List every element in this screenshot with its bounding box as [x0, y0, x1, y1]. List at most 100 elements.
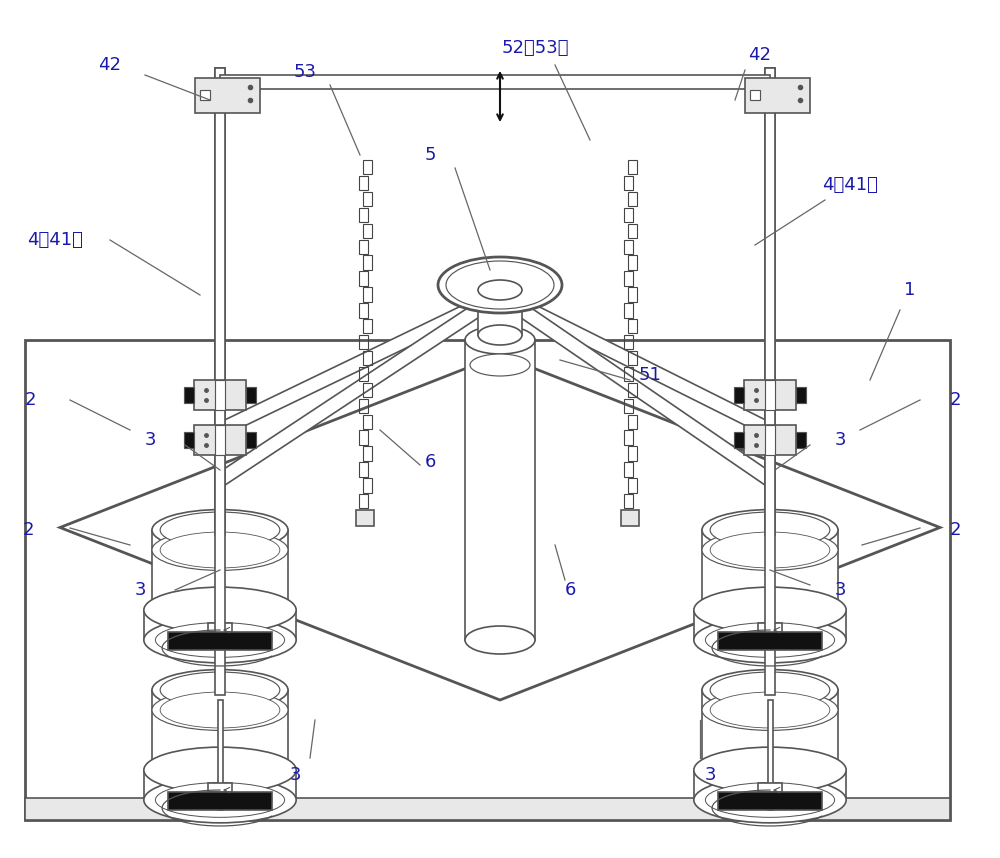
Bar [768, 700, 772, 810]
Polygon shape [465, 340, 535, 640]
Bar [358, 303, 368, 317]
Ellipse shape [694, 587, 846, 633]
Polygon shape [694, 610, 846, 640]
Ellipse shape [438, 257, 562, 313]
Bar [362, 414, 372, 429]
Bar [362, 351, 372, 366]
Ellipse shape [694, 747, 846, 793]
Polygon shape [745, 77, 810, 112]
Polygon shape [246, 387, 256, 403]
Bar [358, 462, 368, 476]
Polygon shape [200, 90, 210, 100]
Bar [624, 271, 633, 286]
Polygon shape [765, 68, 775, 695]
Bar [215, 425, 225, 455]
Polygon shape [497, 289, 773, 436]
Polygon shape [246, 432, 256, 448]
Ellipse shape [478, 325, 522, 345]
Bar [362, 160, 372, 174]
Bar [218, 700, 222, 810]
Text: 4（41）: 4（41） [27, 231, 83, 249]
Polygon shape [60, 355, 940, 700]
Text: 2: 2 [24, 391, 36, 409]
Text: 3: 3 [134, 581, 146, 599]
Bar [358, 239, 368, 254]
Polygon shape [215, 68, 225, 695]
Polygon shape [718, 632, 822, 650]
Bar [362, 256, 372, 269]
Bar [218, 540, 222, 650]
Text: 2: 2 [22, 521, 34, 539]
Bar [628, 446, 637, 461]
Ellipse shape [160, 672, 280, 708]
Polygon shape [168, 632, 272, 650]
Ellipse shape [694, 617, 846, 663]
Polygon shape [152, 530, 288, 610]
Ellipse shape [160, 532, 280, 568]
Text: 51: 51 [639, 366, 661, 384]
Bar [624, 367, 633, 381]
Text: 6: 6 [424, 453, 436, 471]
Bar [621, 510, 639, 526]
Ellipse shape [705, 782, 835, 818]
Ellipse shape [144, 747, 296, 793]
Polygon shape [758, 783, 782, 792]
Ellipse shape [152, 669, 288, 710]
Ellipse shape [705, 623, 835, 657]
Ellipse shape [465, 326, 535, 354]
Text: 6: 6 [564, 581, 576, 599]
Polygon shape [744, 425, 796, 455]
Polygon shape [208, 783, 232, 792]
Bar [624, 335, 633, 349]
Bar [215, 380, 225, 410]
Text: 3: 3 [834, 581, 846, 599]
Bar [624, 239, 633, 254]
Bar [358, 271, 368, 286]
Polygon shape [744, 380, 796, 410]
Polygon shape [734, 432, 744, 448]
Bar [628, 192, 637, 206]
Bar [362, 192, 372, 206]
Bar [628, 256, 637, 269]
Bar [25, 798, 950, 820]
Text: 52（53）: 52（53） [501, 39, 569, 57]
Ellipse shape [702, 589, 838, 631]
Polygon shape [734, 387, 744, 403]
Bar [624, 431, 633, 444]
Ellipse shape [478, 280, 522, 300]
Bar [358, 431, 368, 444]
Polygon shape [217, 288, 503, 437]
Ellipse shape [702, 529, 838, 571]
Text: 1: 1 [904, 281, 916, 299]
Ellipse shape [710, 512, 830, 548]
Polygon shape [216, 289, 504, 486]
Bar [358, 208, 368, 222]
Polygon shape [765, 68, 775, 535]
Ellipse shape [152, 690, 288, 730]
Ellipse shape [152, 750, 288, 790]
Bar [628, 383, 637, 397]
Ellipse shape [702, 510, 838, 550]
Polygon shape [194, 425, 246, 455]
Bar [624, 462, 633, 476]
Polygon shape [796, 432, 806, 448]
Bar [628, 160, 637, 174]
Bar [624, 208, 633, 222]
Ellipse shape [160, 692, 280, 728]
Bar [628, 224, 637, 238]
Bar [25, 340, 950, 820]
Text: 42: 42 [748, 46, 772, 64]
Bar [362, 319, 372, 334]
Bar [768, 540, 772, 650]
Bar [628, 478, 637, 492]
Polygon shape [208, 623, 232, 632]
Ellipse shape [144, 587, 296, 633]
Ellipse shape [160, 512, 280, 548]
Polygon shape [144, 770, 296, 800]
Bar [358, 335, 368, 349]
Polygon shape [184, 432, 194, 448]
Ellipse shape [152, 529, 288, 571]
Bar [362, 224, 372, 238]
Ellipse shape [144, 617, 296, 663]
Text: 3: 3 [834, 431, 846, 449]
